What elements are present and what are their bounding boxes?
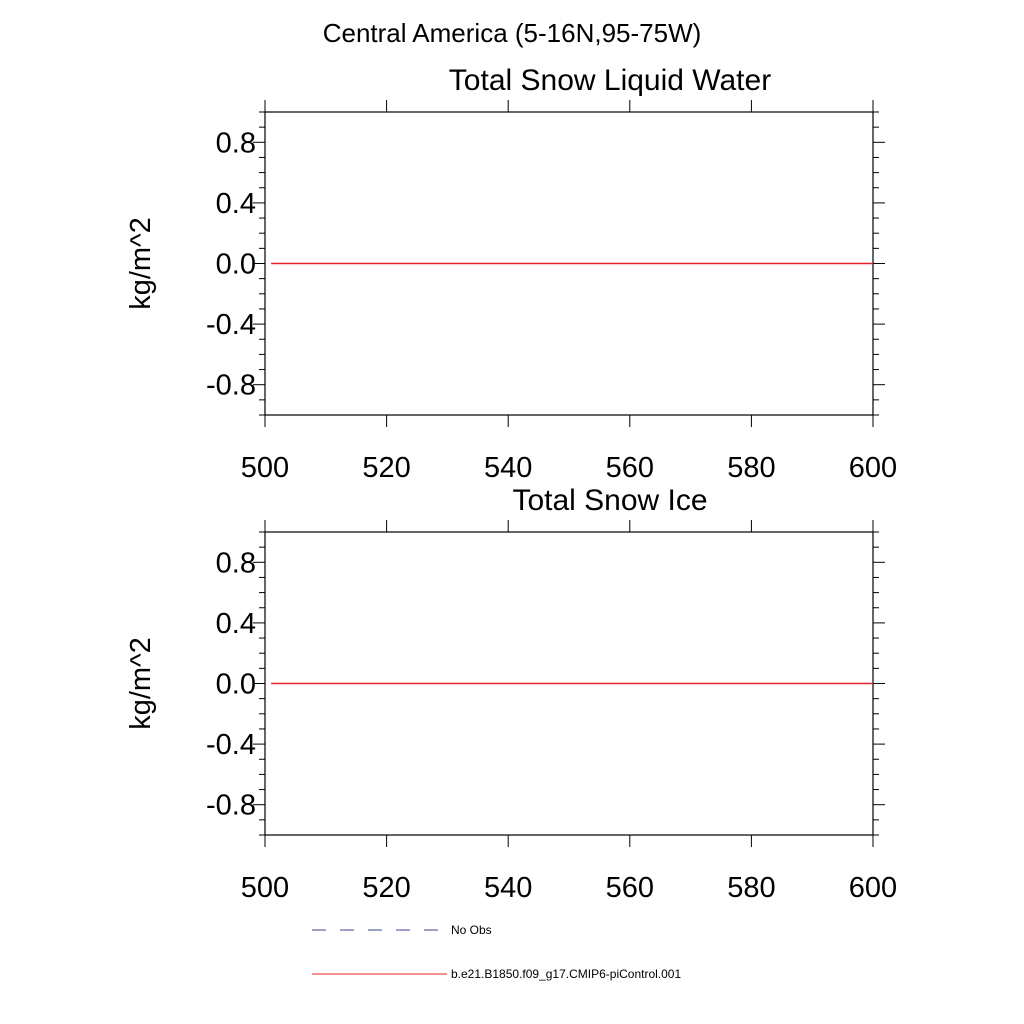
x-tick-label: 580 <box>727 452 775 484</box>
x-tick-label: 520 <box>362 872 410 904</box>
y-tick-label: 0.4 <box>216 608 256 640</box>
x-tick-label: 600 <box>849 452 897 484</box>
y-tick-label: -0.8 <box>206 370 256 402</box>
chart-panel-1: Total Snow Liquid Water 500 520 540 560 580 60… <box>125 64 897 484</box>
y-tick-label: 0.8 <box>216 127 256 159</box>
x-tick-label: 580 <box>727 872 775 904</box>
x-tick-label: 560 <box>606 872 654 904</box>
legend-item: b.e21.B1850.f09_g17.CMIP6-piControl.001 <box>312 967 681 981</box>
y-tick-label: 0.0 <box>216 669 256 701</box>
chart-title: Total Snow Ice <box>512 484 707 517</box>
chart-title: Total Snow Liquid Water <box>449 64 771 97</box>
legend: No Obs b.e21.B1850.f09_g17.CMIP6-piContro… <box>312 923 681 981</box>
figure-title: Central America (5-16N,95-75W) <box>323 18 702 48</box>
y-tick-label: 0.0 <box>216 249 256 281</box>
x-tick-label: 520 <box>362 452 410 484</box>
legend-item: No Obs <box>312 923 492 937</box>
y-tick-label: -0.4 <box>206 729 256 761</box>
y-tick-label: -0.4 <box>206 309 256 341</box>
x-tick-label: 540 <box>484 872 532 904</box>
x-tick-label: 600 <box>849 872 897 904</box>
y-tick-label: -0.8 <box>206 790 256 822</box>
chart-panel-2: Total Snow Ice 500 520 540 560 580 600 0.8 0.4 0.… <box>125 484 897 904</box>
y-tick-label: 0.8 <box>216 547 256 579</box>
x-tick-label: 500 <box>241 872 289 904</box>
y-axis-label: kg/m^2 <box>125 217 157 310</box>
x-tick-label: 500 <box>241 452 289 484</box>
y-axis-label: kg/m^2 <box>125 637 157 730</box>
legend-label: b.e21.B1850.f09_g17.CMIP6-piControl.001 <box>451 967 681 981</box>
x-tick-label: 540 <box>484 452 532 484</box>
chart-panels: Total Snow Liquid Water 500 520 540 560 580 60… <box>125 64 897 904</box>
x-tick-label: 560 <box>606 452 654 484</box>
y-tick-label: 0.4 <box>216 188 256 220</box>
legend-label: No Obs <box>451 923 492 937</box>
